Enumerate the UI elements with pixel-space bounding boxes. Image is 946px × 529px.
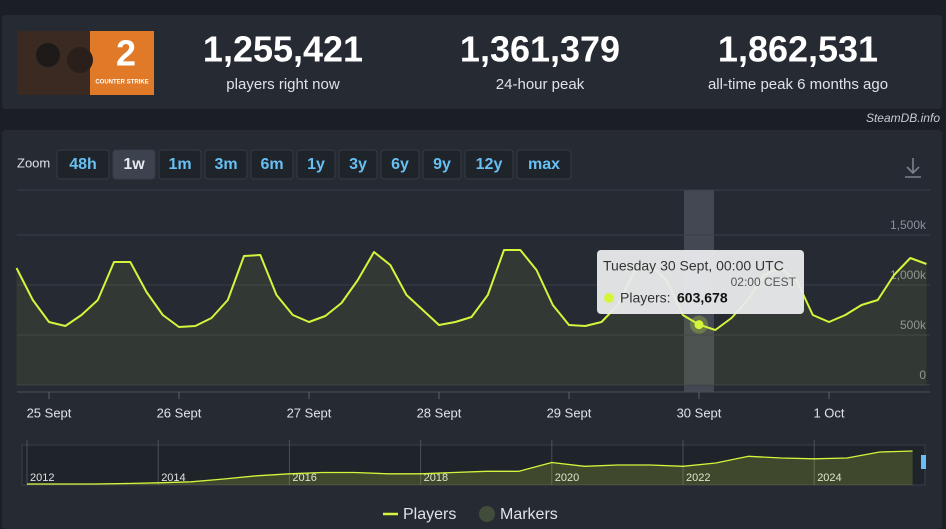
tooltip-value: 603,678 [677,290,728,306]
x-tick-label: 28 Sept [417,405,462,420]
x-tick-label: 26 Sept [157,405,202,420]
navigator-label: 2022 [686,472,710,484]
x-tick-label: 29 Sept [547,405,592,420]
zoom-button-label[interactable]: 9y [433,156,451,173]
line [27,450,913,485]
download-icon[interactable] [905,158,921,178]
navigator-label: 2018 [424,472,448,484]
zoom-button[interactable] [250,149,294,180]
hover-point [694,320,704,330]
zoom-button[interactable] [158,149,202,180]
zoom-button[interactable] [56,149,110,180]
legend-swatch [479,506,495,522]
zoom-button-label[interactable]: 12y [476,156,503,173]
zoom-button[interactable] [422,149,462,180]
zoom-button-label[interactable]: 3y [349,156,367,173]
navigator-label: 2014 [161,472,185,484]
tooltip-series: Players: [620,290,671,306]
stat-value: 1,862,531 [718,29,878,70]
navigator-label: 2024 [817,472,841,484]
zoom-button-label[interactable]: 6y [391,156,409,173]
tooltip-local-time: 02:00 CEST [731,275,797,289]
zoom-button[interactable] [296,149,336,180]
tooltip-title: Tuesday 30 Sept, 00:00 UTC [603,258,784,274]
zoom-button[interactable] [204,149,248,180]
zoom-button-label[interactable]: 6m [260,156,283,173]
stat-label: all-time peak 6 months ago [708,76,888,93]
y-tick-label: 0 [919,368,926,382]
stat-label: 24-hour peak [496,76,585,93]
game-image: 2 COUNTER STRIKE [17,31,154,95]
logo-mark: 2 [116,33,136,74]
navigator-label: 2016 [292,472,316,484]
legend-label[interactable]: Markers [500,506,558,523]
stat-value: 1,255,421 [203,29,363,70]
zoom-button-label[interactable]: max [528,156,560,173]
x-tick-label: 30 Sept [677,405,722,420]
zoom-button[interactable] [464,149,514,180]
navigator-label: 2020 [555,472,579,484]
zoom-label: Zoom [17,155,50,170]
zoom-button[interactable] [338,149,378,180]
zoom-button-label[interactable]: 1m [168,156,191,173]
y-tick-label: 500k [900,318,927,332]
zoom-button[interactable] [380,149,420,180]
area [27,451,913,485]
logo-text: COUNTER STRIKE [95,80,148,86]
y-tick-label: 1,000k [890,268,927,282]
zoom-button-label[interactable]: 3m [214,156,237,173]
tooltip-swatch [604,293,614,303]
tooltip-box [597,250,804,314]
x-tick-label: 27 Sept [287,405,332,420]
stat-label: players right now [226,76,340,93]
zoom-button-label[interactable]: 48h [69,156,97,173]
x-tick-label: 25 Sept [27,405,72,420]
navigator [21,444,926,486]
stats-panel [2,15,942,109]
stat-value: 1,361,379 [460,29,620,70]
zoom-button-label[interactable]: 1w [123,156,145,173]
x-tick-label: 1 Oct [813,405,844,420]
source[interactable]: SteamDB.info [866,111,940,125]
zoom-button-label[interactable]: 1y [307,156,325,173]
navigator-label: 2012 [30,472,54,484]
legend-label[interactable]: Players [403,506,456,523]
zoom-button[interactable] [516,149,572,180]
zoom-button[interactable] [112,149,156,180]
navigator-handle[interactable] [921,455,926,469]
y-tick-label: 1,500k [890,218,927,232]
